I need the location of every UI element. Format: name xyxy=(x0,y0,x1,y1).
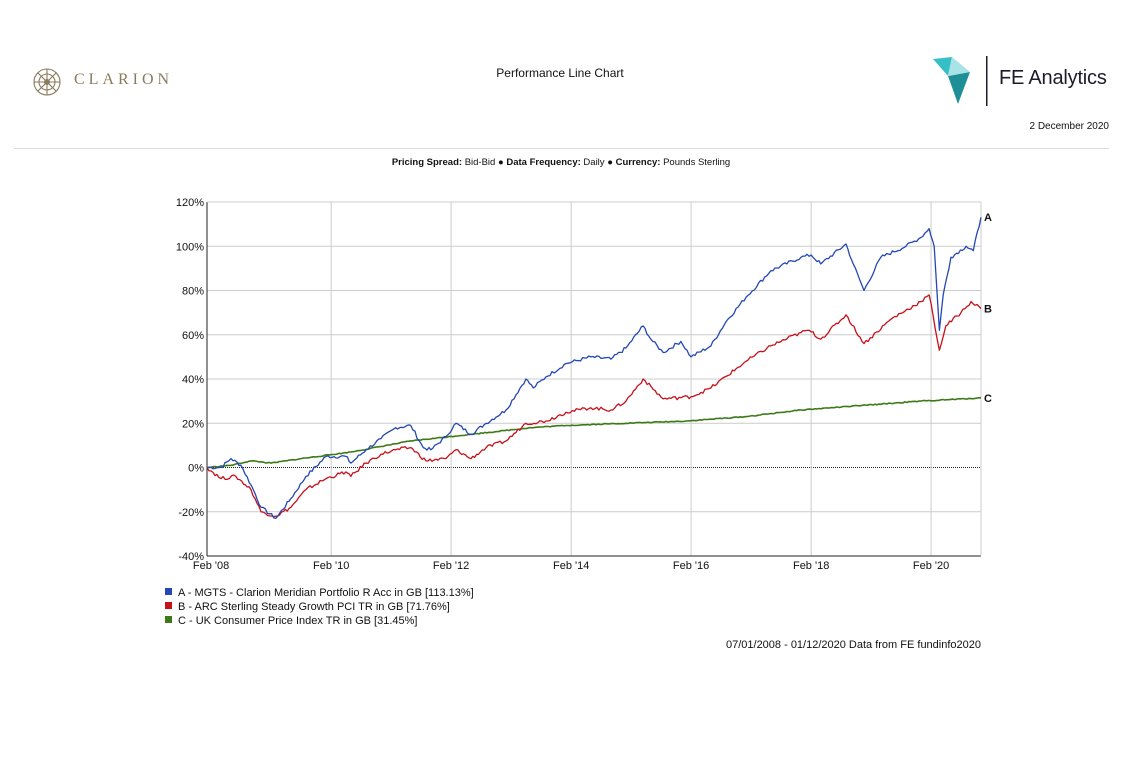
pricing-spread-value: Bid-Bid xyxy=(464,157,496,168)
x-tick-label: Feb '16 xyxy=(673,560,709,572)
y-tick-label: 100% xyxy=(176,241,204,253)
y-tick-label: 20% xyxy=(182,418,204,430)
legend-swatch-c xyxy=(165,616,172,623)
series-line-b xyxy=(206,294,982,518)
performance-chart: 120% 100% 80% 60% 40% 20% 0% -20% -40%Feb '08 Feb… xyxy=(176,197,992,572)
fe-analytics-wordmark: FE Analytics xyxy=(999,67,1107,89)
pricing-spread-label: Pricing Spread: xyxy=(391,157,463,168)
y-tick-label: 120% xyxy=(176,197,204,209)
data-frequency-value: Daily xyxy=(583,157,605,168)
legend-item-a: A - MGTS - Clarion Meridian Portfolio R … xyxy=(165,586,474,600)
separator-2: ● xyxy=(607,157,613,168)
report-date: 2 December 2020 xyxy=(1029,121,1110,132)
legend-swatch-a xyxy=(165,588,172,595)
y-tick-label: 60% xyxy=(182,330,204,342)
x-tick-label: Feb '10 xyxy=(313,560,349,572)
legend-swatch-b xyxy=(165,602,172,609)
fe-analytics-logo xyxy=(933,56,988,106)
y-tick-label: 80% xyxy=(182,286,204,298)
x-tick-label: Feb '08 xyxy=(193,560,229,572)
currency-value: Pounds Sterling xyxy=(663,157,731,168)
data-frequency-label: Data Frequency: xyxy=(506,157,581,168)
y-tick-label: 0% xyxy=(188,463,204,475)
report-title: Performance Line Chart xyxy=(496,66,624,80)
x-tick-label: Feb '14 xyxy=(553,560,589,572)
series-line-c xyxy=(206,396,982,469)
clarion-logo xyxy=(33,68,61,96)
x-tick-label: Feb '12 xyxy=(433,560,469,572)
legend-label-a: A - MGTS - Clarion Meridian Portfolio R … xyxy=(178,587,474,599)
x-tick-label: Feb '20 xyxy=(913,560,949,572)
series-line-a xyxy=(207,217,982,520)
legend-item-c: C - UK Consumer Price Index TR in GB [31… xyxy=(165,614,474,628)
y-tick-label: 40% xyxy=(182,374,204,386)
header-divider xyxy=(14,148,1109,149)
series-end-label-b: B xyxy=(984,304,992,316)
chart-legend: A - MGTS - Clarion Meridian Portfolio R … xyxy=(165,586,474,628)
separator-1: ● xyxy=(497,157,504,168)
x-tick-label: Feb '18 xyxy=(793,560,829,572)
data-source-note: 07/01/2008 - 01/12/2020 Data from FE fun… xyxy=(725,639,981,651)
series-end-label-c: C xyxy=(984,393,992,405)
legend-item-b: B - ARC Sterling Steady Growth PCI TR in… xyxy=(165,600,474,614)
series-end-label-a: A xyxy=(984,212,992,224)
y-tick-label: -20% xyxy=(178,507,204,519)
legend-label-c: C - UK Consumer Price Index TR in GB [31… xyxy=(178,615,418,627)
pricing-info: Pricing Spread: Bid-Bid ● Data Frequency… xyxy=(0,157,1122,168)
clarion-wordmark: CLARION xyxy=(74,71,174,88)
y-tick-label: -40% xyxy=(178,551,204,563)
legend-label-b: B - ARC Sterling Steady Growth PCI TR in… xyxy=(178,601,450,613)
currency-label: Currency: xyxy=(615,157,661,168)
